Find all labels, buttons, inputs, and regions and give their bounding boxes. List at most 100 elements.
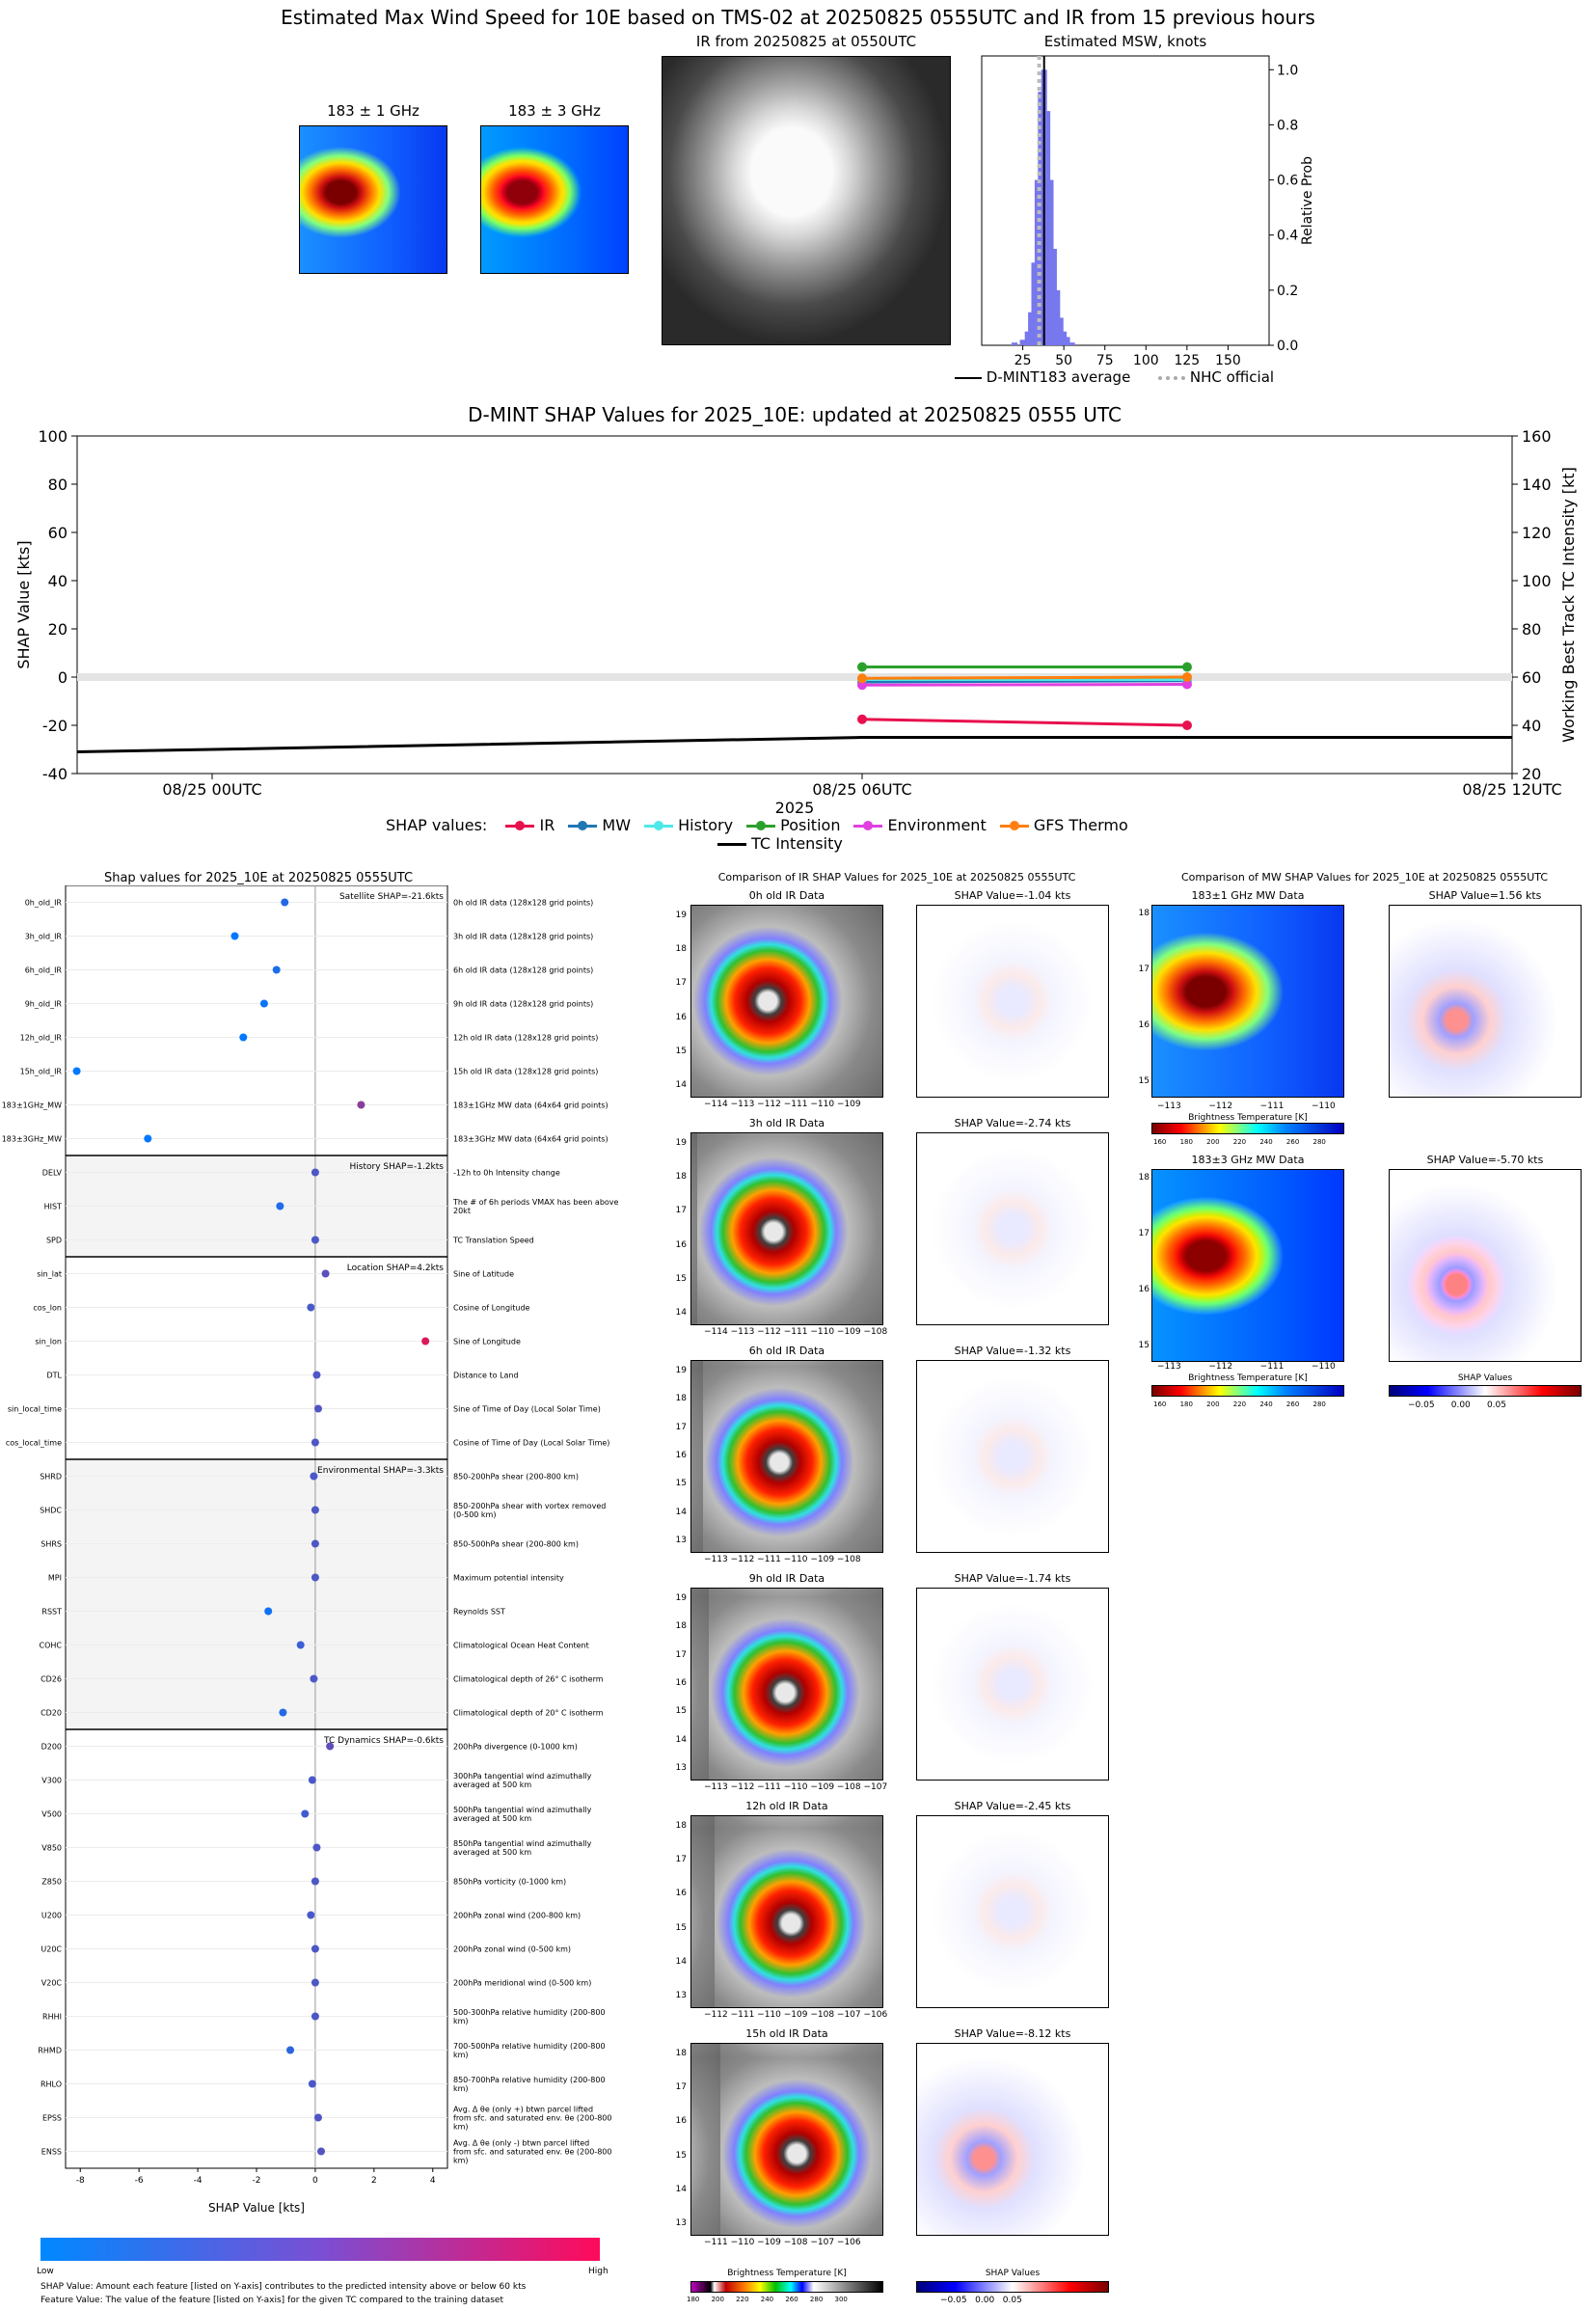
bee-cbar-high: High — [588, 2267, 609, 2276]
feature-name: 12h_old_IR — [20, 1034, 63, 1043]
ir-panel-yticks: 18 17 16 15 14 13 — [671, 2043, 689, 2236]
tc-intensity-line — [76, 736, 1512, 753]
ts-legend-swatch — [853, 821, 883, 830]
ts-legend-item: History — [644, 816, 733, 834]
ts-legend-swatch — [999, 821, 1029, 830]
ir-panel-yticks: 19 18 17 16 15 14 — [671, 905, 689, 1098]
mw-ytick: 17 — [1138, 1229, 1150, 1238]
series-point-position — [857, 662, 867, 672]
feature-name: DELV — [42, 1169, 63, 1178]
ir-ytick: 15 — [675, 1046, 687, 1056]
feature-desc: Sine of Latitude — [453, 1270, 514, 1279]
feature-desc: Climatological Ocean Heat Content — [453, 1642, 589, 1650]
ts-ltick-label: 100 — [38, 427, 68, 446]
bee-xtick-label: -4 — [194, 2176, 203, 2186]
ir-shap-label: SHAP Value=-8.12 kts — [954, 2027, 1071, 2040]
ir-ytick: 16 — [675, 1239, 687, 1250]
feature-desc: -12h to 0h Intensity change — [453, 1169, 560, 1178]
hist-xticks: 25 50 75 100 125 150 — [1014, 345, 1241, 368]
feature-name: RHHI — [42, 2013, 62, 2022]
ts-legend-swatch — [505, 821, 535, 830]
feature-desc: Climatological depth of 20° C isotherm — [453, 1709, 604, 1718]
ir-shap-label: SHAP Value=-1.04 kts — [954, 889, 1071, 902]
legend-avg-label: D-MINT183 average — [986, 368, 1131, 386]
feature-name: CD26 — [41, 1675, 62, 1684]
ir-ytick: 17 — [675, 1422, 687, 1432]
mw-ytick: 18 — [1138, 1173, 1150, 1183]
ir-shap-image — [916, 2043, 1109, 2236]
group-label: TC Dynamics SHAP=-0.6kts — [323, 1736, 444, 1746]
ir-panel-yticks: 19 18 17 16 15 14 13 — [671, 1588, 689, 1781]
feature-point — [296, 1641, 305, 1649]
feature-desc: 6h old IR data (128x128 grid points) — [453, 966, 593, 975]
bee-xtick-label: -6 — [135, 2176, 144, 2186]
ts-legend-label: IR — [539, 816, 555, 834]
hist-ytick-label: 0.2 — [1277, 284, 1298, 299]
feature-name: RHMD — [38, 2047, 62, 2055]
ir-shap-label: SHAP Value=-1.74 kts — [954, 1572, 1071, 1585]
mw-shap-cbar — [1389, 1385, 1582, 1397]
feature-desc: Sine of Time of Day (Local Solar Time) — [453, 1405, 601, 1414]
ir-shap-image — [916, 905, 1109, 1098]
hist-xtick-label: 125 — [1174, 353, 1200, 368]
feature-name: 183±3GHz_MW — [2, 1135, 62, 1144]
feature-name: 15h_old_IR — [20, 1068, 63, 1076]
feature-desc: Maximum potential intensity — [453, 1574, 564, 1583]
ir-shap-image — [916, 1815, 1109, 2008]
ts-ltick-label: 40 — [48, 572, 68, 590]
feature-name: RHLO — [41, 2080, 62, 2089]
feature-name: cos_lon — [33, 1304, 62, 1313]
group-label: History SHAP=-1.2kts — [350, 1162, 445, 1172]
ts-rtick-label: 140 — [1522, 476, 1552, 494]
ts-legend-label: Position — [780, 816, 841, 834]
feature-name: sin_local_time — [8, 1405, 62, 1414]
feature-desc: 850-200hPa shear with vortex removed (0-5… — [453, 1502, 606, 1519]
hist-legend: D-MINT183 average NHC official — [955, 368, 1274, 386]
mw-p1-yticks: 18 17 16 15 — [1138, 905, 1151, 1098]
hist-ytick-label: 0.8 — [1277, 118, 1298, 133]
ir-ytick: 15 — [675, 1922, 687, 1933]
ir-title: IR from 20250825 at 0550UTC — [695, 33, 917, 50]
feature-desc: Avg. Δ θe (only +) btwn parcel lifted fro… — [453, 2106, 611, 2132]
mw-cbar-1-ticks: 160 180 200 220 240 260 280 — [1153, 1138, 1326, 1146]
hist-ytick-label: 0.0 — [1277, 339, 1298, 354]
hist-bar — [1054, 289, 1061, 345]
feature-name: sin_lon — [35, 1338, 62, 1346]
mw-p1-xticks: −113 −112 −111 −110 — [1157, 1101, 1336, 1111]
mw-p1-shap: SHAP Value=1.56 kts — [1428, 889, 1542, 902]
ir-ytick: 16 — [675, 1678, 687, 1688]
ir-panel-label: 3h old IR Data — [748, 1117, 825, 1129]
ts-xtick-label: 08/25 12UTC — [1462, 780, 1561, 799]
ir-shap-label: SHAP Value=-1.32 kts — [954, 1345, 1071, 1357]
hist-xtick-label: 150 — [1215, 353, 1241, 368]
feature-name: DTL — [46, 1372, 62, 1380]
feature-point — [272, 965, 281, 974]
series-point-position — [1182, 662, 1192, 672]
hist-bar — [1019, 340, 1026, 345]
bee-xtick-label: 4 — [430, 2176, 436, 2186]
ir-ytick: 18 — [675, 1621, 687, 1632]
ir-ytick: 16 — [675, 1889, 687, 1899]
ir-ytick: 17 — [675, 2082, 687, 2093]
legend-nhc-line — [1158, 375, 1186, 380]
feature-point — [281, 898, 289, 907]
ir-ytick: 14 — [675, 1507, 687, 1517]
ir-ytick: 18 — [675, 2049, 687, 2058]
ir-ytick: 14 — [675, 2184, 687, 2194]
feature-desc: 850-700hPa relative humidity (200-800 km) — [453, 2076, 606, 2093]
ir-compare-title: Comparison of IR SHAP Values for 2025_10… — [717, 871, 1076, 884]
feature-point — [312, 1371, 321, 1379]
beeswarm-chart: Satellite SHAP=-21.6kts History SHAP=-1.2… — [2, 885, 619, 2215]
feature-point — [301, 1809, 310, 1818]
mw-ytick: 16 — [1138, 1020, 1150, 1030]
feature-desc: 850hPa tangential wind azimuthally averag… — [453, 1839, 592, 1857]
ir-ytick: 18 — [675, 944, 687, 955]
feature-name: V500 — [41, 1810, 62, 1819]
group-label: Environmental SHAP=-3.3kts — [317, 1466, 444, 1476]
feature-point — [307, 1911, 315, 1919]
bee-note-1: SHAP Value: Amount each feature [listed … — [41, 2282, 527, 2292]
ts-legend-swatch — [568, 821, 598, 830]
ir-panel-yticks: 19 18 17 16 15 14 — [671, 1132, 689, 1325]
feature-desc: 500-300hPa relative humidity (200-800 km) — [453, 2008, 606, 2026]
feature-name: HIST — [44, 1203, 62, 1211]
